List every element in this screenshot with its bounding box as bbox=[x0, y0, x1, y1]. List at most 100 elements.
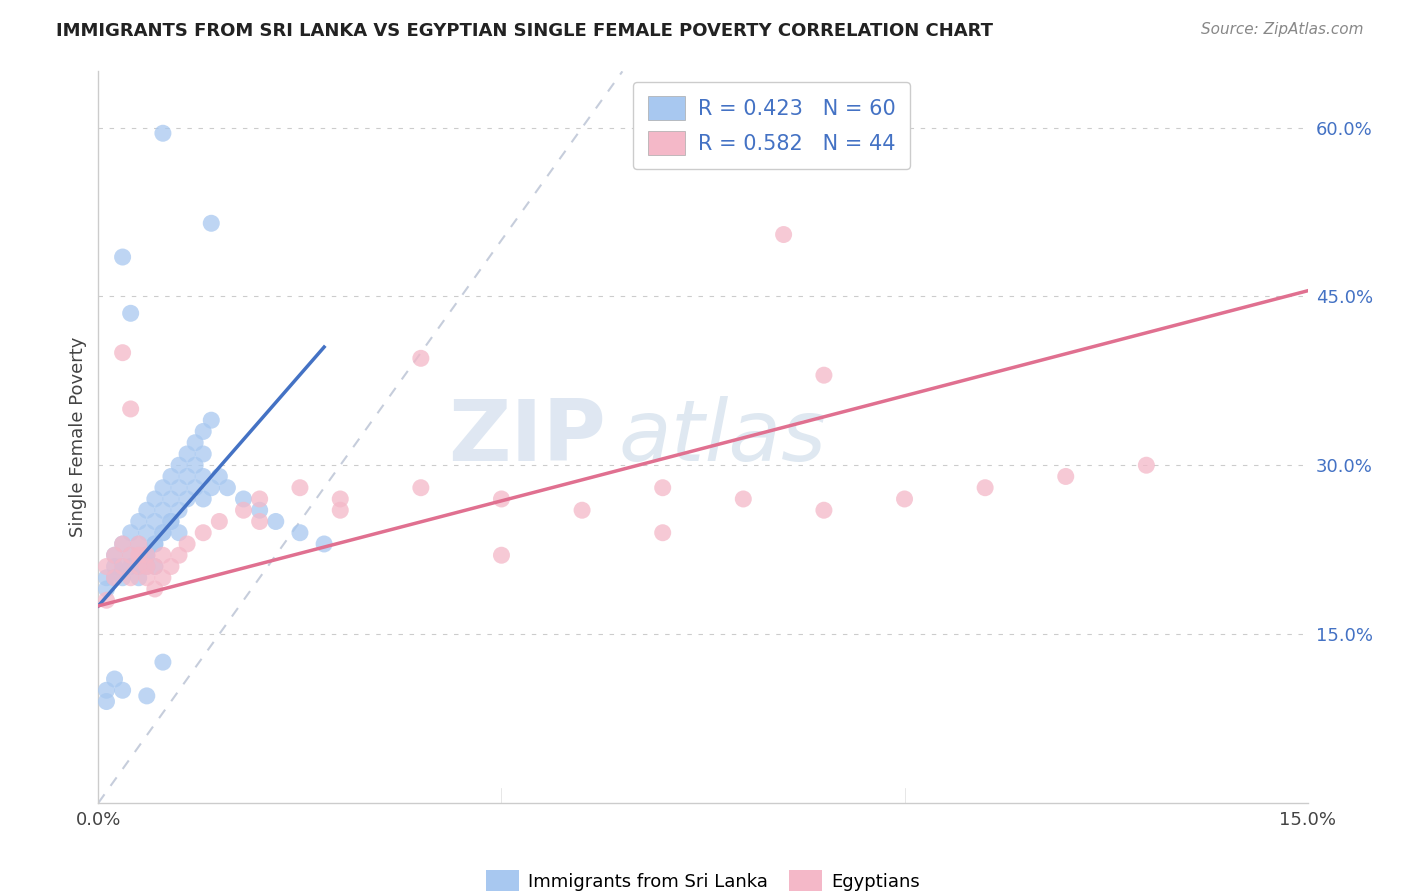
Point bbox=[813, 368, 835, 383]
Point bbox=[135, 689, 157, 703]
Point bbox=[103, 571, 125, 585]
Point bbox=[264, 515, 287, 529]
Point bbox=[160, 559, 183, 574]
Point bbox=[314, 537, 336, 551]
Point bbox=[135, 571, 157, 585]
Point bbox=[491, 491, 513, 506]
Point bbox=[571, 503, 593, 517]
Point bbox=[103, 548, 125, 562]
Point bbox=[193, 525, 215, 540]
Point bbox=[143, 537, 166, 551]
Point bbox=[176, 491, 198, 506]
Point bbox=[160, 491, 183, 506]
Point bbox=[143, 559, 166, 574]
Point bbox=[103, 548, 125, 562]
Point bbox=[96, 683, 118, 698]
Point bbox=[135, 559, 157, 574]
Point bbox=[143, 491, 166, 506]
Point bbox=[128, 515, 150, 529]
Text: IMMIGRANTS FROM SRI LANKA VS EGYPTIAN SINGLE FEMALE POVERTY CORRELATION CHART: IMMIGRANTS FROM SRI LANKA VS EGYPTIAN SI… bbox=[56, 22, 993, 40]
Point bbox=[193, 469, 215, 483]
Point bbox=[200, 413, 222, 427]
Point bbox=[120, 306, 142, 320]
Point bbox=[152, 655, 174, 669]
Y-axis label: Single Female Poverty: Single Female Poverty bbox=[69, 337, 87, 537]
Point bbox=[111, 683, 134, 698]
Point bbox=[249, 515, 271, 529]
Point bbox=[120, 571, 142, 585]
Point bbox=[200, 481, 222, 495]
Point bbox=[111, 559, 134, 574]
Point bbox=[152, 126, 174, 140]
Point bbox=[176, 537, 198, 551]
Point bbox=[249, 491, 271, 506]
Point bbox=[152, 525, 174, 540]
Point bbox=[120, 525, 142, 540]
Point bbox=[184, 435, 207, 450]
Point bbox=[96, 593, 118, 607]
Point bbox=[193, 425, 215, 439]
Point bbox=[184, 458, 207, 473]
Point bbox=[813, 503, 835, 517]
Point bbox=[1135, 458, 1157, 473]
Point bbox=[1054, 469, 1077, 483]
Point bbox=[491, 548, 513, 562]
Point bbox=[128, 559, 150, 574]
Point bbox=[160, 469, 183, 483]
Point bbox=[288, 525, 311, 540]
Point bbox=[128, 548, 150, 562]
Point bbox=[651, 525, 673, 540]
Point bbox=[135, 548, 157, 562]
Point bbox=[193, 447, 215, 461]
Point bbox=[249, 503, 271, 517]
Point bbox=[128, 537, 150, 551]
Point bbox=[103, 559, 125, 574]
Point bbox=[111, 571, 134, 585]
Point bbox=[772, 227, 794, 242]
Point bbox=[176, 469, 198, 483]
Point bbox=[232, 503, 254, 517]
Point bbox=[733, 491, 755, 506]
Point bbox=[651, 481, 673, 495]
Point bbox=[143, 515, 166, 529]
Point bbox=[135, 548, 157, 562]
Point bbox=[143, 537, 166, 551]
Point bbox=[232, 491, 254, 506]
Point bbox=[208, 515, 231, 529]
Point bbox=[96, 582, 118, 596]
Point bbox=[143, 582, 166, 596]
Point bbox=[96, 559, 118, 574]
Text: atlas: atlas bbox=[619, 395, 827, 479]
Point bbox=[329, 503, 352, 517]
Point bbox=[288, 481, 311, 495]
Point bbox=[103, 672, 125, 686]
Point bbox=[111, 559, 134, 574]
Point bbox=[200, 216, 222, 230]
Point bbox=[409, 351, 432, 366]
Point bbox=[329, 491, 352, 506]
Point bbox=[135, 559, 157, 574]
Point bbox=[152, 481, 174, 495]
Point bbox=[135, 548, 157, 562]
Point bbox=[208, 469, 231, 483]
Point bbox=[135, 503, 157, 517]
Point bbox=[176, 447, 198, 461]
Point bbox=[893, 491, 915, 506]
Point bbox=[184, 481, 207, 495]
Point bbox=[111, 345, 134, 359]
Point bbox=[128, 559, 150, 574]
Point bbox=[167, 458, 190, 473]
Point bbox=[217, 481, 239, 495]
Point bbox=[160, 515, 183, 529]
Point bbox=[111, 250, 134, 264]
Point bbox=[167, 503, 190, 517]
Point bbox=[152, 503, 174, 517]
Point bbox=[167, 481, 190, 495]
Point bbox=[120, 559, 142, 574]
Point bbox=[152, 571, 174, 585]
Point bbox=[120, 401, 142, 416]
Point bbox=[974, 481, 997, 495]
Point bbox=[160, 515, 183, 529]
Point bbox=[103, 571, 125, 585]
Text: Source: ZipAtlas.com: Source: ZipAtlas.com bbox=[1201, 22, 1364, 37]
